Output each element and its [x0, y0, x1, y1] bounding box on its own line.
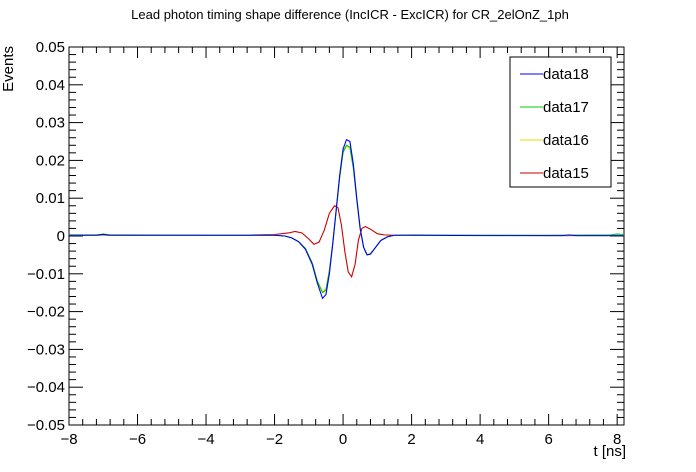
y-tick-label: 0.01 [36, 190, 65, 207]
y-tick-label: −0.05 [27, 417, 65, 434]
y-tick-label: 0.05 [36, 39, 65, 56]
x-tick-label: 4 [476, 431, 484, 448]
y-tick-label: −0.01 [27, 266, 65, 283]
legend-label-data17: data17 [543, 99, 589, 116]
series-line-data15 [69, 205, 624, 279]
x-tick-label: 2 [407, 431, 415, 448]
y-tick-label: −0.03 [27, 341, 65, 358]
legend: data18 data17 data16 data15 [509, 56, 612, 188]
chart-title: Lead photon timing shape difference (Inc… [131, 7, 569, 22]
x-tick-label: 0 [339, 431, 347, 448]
x-tick-label: −4 [197, 431, 214, 448]
legend-label-data16: data16 [543, 132, 589, 149]
x-tick-label: 6 [544, 431, 552, 448]
legend-label-data15: data15 [543, 165, 589, 182]
y-tick-label: 0 [57, 228, 65, 245]
y-tick-label: −0.02 [27, 304, 65, 321]
y-tick-label: 0.04 [36, 77, 65, 94]
y-tick-label: 0.02 [36, 152, 65, 169]
legend-label-data18: data18 [543, 66, 589, 83]
y-tick-label: 0.03 [36, 115, 65, 132]
x-tick-label: −8 [60, 431, 77, 448]
y-axis-title: Events [0, 46, 17, 92]
y-tick-label: −0.04 [27, 379, 65, 396]
x-tick-label: −2 [266, 431, 283, 448]
x-tick-label: 8 [613, 431, 621, 448]
legend-box [509, 56, 612, 188]
series-line-data18 [69, 138, 624, 300]
x-axis-title: t [ns] [593, 443, 626, 460]
x-tick-label: −6 [129, 431, 146, 448]
